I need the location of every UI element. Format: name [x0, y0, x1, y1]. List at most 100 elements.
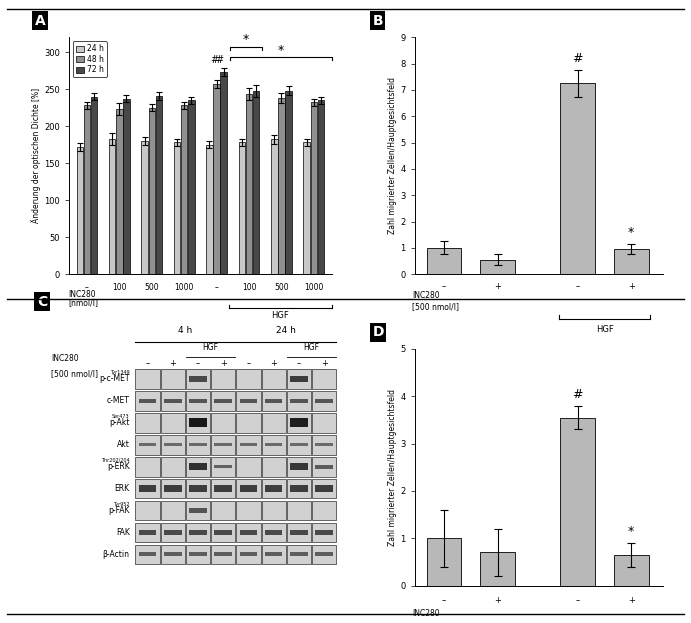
Bar [206, 145, 213, 274]
Bar [315, 465, 333, 468]
Text: +: + [321, 359, 328, 368]
Text: ERK: ERK [115, 484, 130, 493]
Bar [315, 399, 333, 403]
Bar [211, 501, 236, 520]
Bar [160, 478, 185, 498]
Text: INC280: INC280 [412, 609, 439, 618]
Bar [155, 96, 162, 274]
Bar [211, 478, 236, 498]
Bar [189, 376, 207, 382]
Bar [261, 501, 286, 520]
Bar [186, 545, 210, 564]
Text: p-c-MET: p-c-MET [99, 374, 130, 383]
Bar [214, 485, 232, 492]
Bar [186, 478, 210, 498]
Text: –: – [576, 596, 580, 605]
Bar [312, 369, 337, 389]
Bar [312, 435, 337, 455]
Bar [189, 444, 207, 446]
Bar [236, 391, 261, 411]
Bar [91, 97, 97, 274]
Bar [311, 102, 317, 274]
Bar [315, 444, 333, 446]
Bar [116, 109, 122, 274]
Text: c-MET: c-MET [106, 396, 130, 406]
Bar [211, 413, 236, 432]
Text: –: – [196, 359, 200, 368]
Bar [84, 105, 90, 274]
Bar [135, 501, 160, 520]
Text: HGF: HGF [272, 311, 290, 320]
Bar [211, 523, 236, 542]
Bar [271, 140, 278, 274]
Bar [135, 523, 160, 542]
Text: p-FAK: p-FAK [108, 506, 130, 515]
Bar [135, 391, 160, 411]
Text: +: + [628, 596, 635, 605]
Text: *: * [278, 44, 284, 57]
Bar [240, 485, 257, 492]
Text: INC280: INC280 [68, 290, 96, 300]
Bar [240, 444, 257, 446]
Bar [261, 391, 286, 411]
Bar [253, 90, 259, 274]
Y-axis label: Zahl migrierter Zellen/Hauptgesichtsfeld: Zahl migrierter Zellen/Hauptgesichtsfeld [388, 77, 397, 234]
Bar [315, 485, 333, 492]
Bar [290, 530, 307, 535]
Text: INC280: INC280 [51, 354, 79, 363]
Text: –: – [85, 283, 89, 292]
Text: 100: 100 [242, 283, 256, 292]
Bar [181, 105, 187, 274]
Text: FAK: FAK [116, 528, 130, 537]
Bar [160, 435, 185, 455]
Bar [186, 501, 210, 520]
Y-axis label: Zahl migrierter Zellen/Hauptgesichtsfeld: Zahl migrierter Zellen/Hauptgesichtsfeld [388, 389, 397, 546]
Bar [142, 141, 148, 274]
Bar [261, 413, 286, 432]
Text: p-Akt: p-Akt [109, 418, 130, 427]
Text: HGF: HGF [303, 343, 319, 352]
Text: –: – [442, 596, 446, 605]
Text: [500 nmol/l]: [500 nmol/l] [51, 369, 98, 378]
Bar [149, 108, 155, 274]
Text: p-ERK: p-ERK [107, 462, 130, 471]
Bar [312, 391, 337, 411]
Bar [261, 435, 286, 455]
Bar [186, 369, 210, 389]
Bar [220, 72, 227, 274]
Bar [240, 553, 257, 556]
Bar [290, 553, 307, 556]
Text: 500: 500 [274, 283, 289, 292]
Bar [214, 444, 232, 446]
Bar [287, 457, 311, 477]
Bar [164, 530, 182, 535]
Bar [560, 417, 595, 586]
Bar [139, 553, 156, 556]
Bar [287, 435, 311, 455]
Bar [287, 413, 311, 432]
Bar [287, 478, 311, 498]
Bar [303, 143, 310, 274]
Bar [188, 100, 195, 274]
Text: #: # [573, 388, 583, 401]
Bar [312, 478, 337, 498]
Bar [287, 523, 311, 542]
Text: –: – [246, 359, 251, 368]
Bar [189, 508, 207, 513]
Bar [139, 399, 156, 403]
Bar [160, 457, 185, 477]
Bar [265, 530, 283, 535]
Text: *: * [628, 226, 634, 239]
Text: #: # [210, 55, 218, 65]
Bar [186, 435, 210, 455]
Bar [614, 249, 649, 274]
Bar [135, 545, 160, 564]
Bar [240, 530, 257, 535]
Bar [312, 523, 337, 542]
Bar [214, 84, 220, 274]
Text: *: * [628, 525, 634, 538]
Bar [189, 399, 207, 403]
Bar [211, 435, 236, 455]
Text: #: # [573, 52, 583, 65]
Bar [160, 413, 185, 432]
